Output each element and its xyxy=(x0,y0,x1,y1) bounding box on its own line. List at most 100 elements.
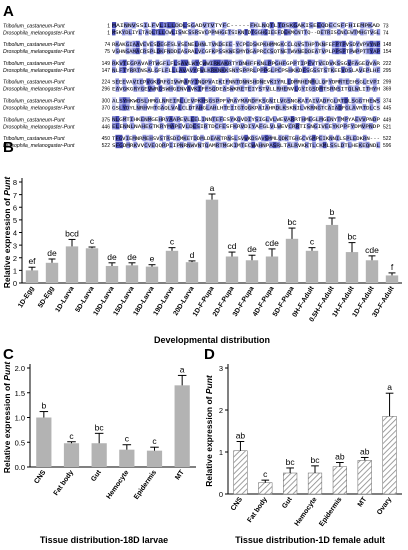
residue-shade xyxy=(327,29,331,36)
residue-shade xyxy=(225,40,230,48)
y-tick-label: 0.5 xyxy=(15,438,25,447)
residue-shade xyxy=(147,66,151,73)
residue-shade xyxy=(247,85,252,92)
y-axis-label: Relative expression of Punt xyxy=(204,374,214,487)
panel-letter-d: D xyxy=(204,346,215,363)
residue-shade xyxy=(146,78,150,85)
residue-shade xyxy=(249,59,254,66)
residue-shade xyxy=(344,116,349,123)
residue-shade xyxy=(346,134,350,142)
residue-shade xyxy=(204,78,209,85)
x-tick-label: CNS xyxy=(230,496,244,512)
seq-end: 596 xyxy=(383,143,392,149)
residue-shade xyxy=(228,40,233,48)
residue-shade xyxy=(212,116,216,123)
residue-shade xyxy=(290,141,295,149)
residue-shade xyxy=(376,97,381,104)
residue-shade xyxy=(170,123,175,130)
residue-shade xyxy=(372,59,377,66)
residue-shade xyxy=(321,47,326,55)
residue-shade xyxy=(158,85,163,92)
residue-shade xyxy=(337,116,341,123)
bar xyxy=(65,246,79,283)
residue-shade xyxy=(266,40,271,48)
residue-shade xyxy=(274,66,278,73)
residue-shade xyxy=(194,116,198,123)
residue-shade xyxy=(228,47,233,55)
residue-shade xyxy=(263,47,267,55)
significance-label: ab xyxy=(335,452,345,462)
residue-shade xyxy=(293,59,297,66)
residue-shade xyxy=(175,22,180,29)
bar xyxy=(25,270,39,283)
residue-shade xyxy=(252,78,257,85)
residue-shade xyxy=(269,22,274,29)
significance-label: bc xyxy=(348,232,358,242)
x-tick-label: MT xyxy=(174,469,186,482)
residue-shade xyxy=(362,104,367,111)
residue-shade xyxy=(270,78,274,85)
residue-shade xyxy=(251,97,256,104)
residue-shade xyxy=(194,85,198,92)
residue-shade xyxy=(342,78,346,85)
residue-shade xyxy=(184,78,188,85)
bar xyxy=(125,265,139,283)
sequence-text: NLGMTIHKENMGEHRYAAPEVLEELINNTEFESYKQVDIY… xyxy=(112,117,380,123)
residue-shade xyxy=(354,59,359,66)
residue-shade xyxy=(208,85,213,92)
residue-shade xyxy=(287,97,291,104)
residue-shade xyxy=(311,78,315,85)
residue-shade xyxy=(319,141,324,149)
residue-shade xyxy=(254,116,259,123)
y-tick-label: 4 xyxy=(13,229,17,238)
residue-shade xyxy=(206,59,210,66)
residue-shade xyxy=(162,59,167,66)
residue-shade xyxy=(321,40,326,48)
residue-shade xyxy=(167,22,172,29)
residue-shade xyxy=(227,59,232,66)
residue-shade xyxy=(197,97,202,104)
residue-shade xyxy=(246,59,250,66)
residue-shade xyxy=(239,47,243,55)
residue-shade xyxy=(126,141,131,149)
residue-shade xyxy=(253,22,259,29)
residue-shade xyxy=(211,40,216,48)
bar xyxy=(382,416,397,495)
residue-shade xyxy=(244,134,248,142)
residue-shade xyxy=(125,47,130,55)
residue-shade xyxy=(176,116,181,123)
residue-shade xyxy=(147,85,152,92)
seq-end: 445 xyxy=(383,106,392,112)
residue-shade xyxy=(355,47,360,55)
residue-shade xyxy=(300,78,305,85)
residue-shade xyxy=(280,40,284,48)
significance-label: c xyxy=(170,237,175,247)
residue-shade xyxy=(205,104,210,111)
residue-shade xyxy=(261,134,265,142)
residue-shade xyxy=(112,59,116,66)
residue-shade xyxy=(166,40,171,48)
y-tick-label: 3 xyxy=(13,241,17,250)
residue-shade xyxy=(129,66,134,73)
residue-shade xyxy=(234,134,238,142)
sequence-text: MAINNVSSILFVLILLDDLSGADVTVTYFC-----FKLNQ… xyxy=(112,23,380,29)
seq-start: 1 xyxy=(107,30,110,36)
residue-shade xyxy=(136,47,140,55)
residue-shade xyxy=(281,22,286,29)
residue-shade xyxy=(306,104,311,111)
residue-shade xyxy=(136,40,140,48)
residue-shade xyxy=(143,22,148,29)
seq-start: 75 xyxy=(104,49,110,55)
residue-shade xyxy=(118,104,123,111)
x-tick-label: Fat body xyxy=(246,496,269,524)
residue-shade xyxy=(351,85,356,92)
residue-shade xyxy=(345,104,349,111)
sequence-text: GSLYDYLNRHVHTGAQLVALCLDTAHGLAHLHTEIIGTQG… xyxy=(112,105,380,111)
residue-shade xyxy=(338,78,343,85)
residue-shade xyxy=(164,66,169,73)
significance-label: a xyxy=(210,183,215,193)
residue-shade xyxy=(244,116,248,123)
residue-shade xyxy=(125,29,129,36)
x-axis-label: Tissue distribution-1D female adult xyxy=(235,535,385,545)
